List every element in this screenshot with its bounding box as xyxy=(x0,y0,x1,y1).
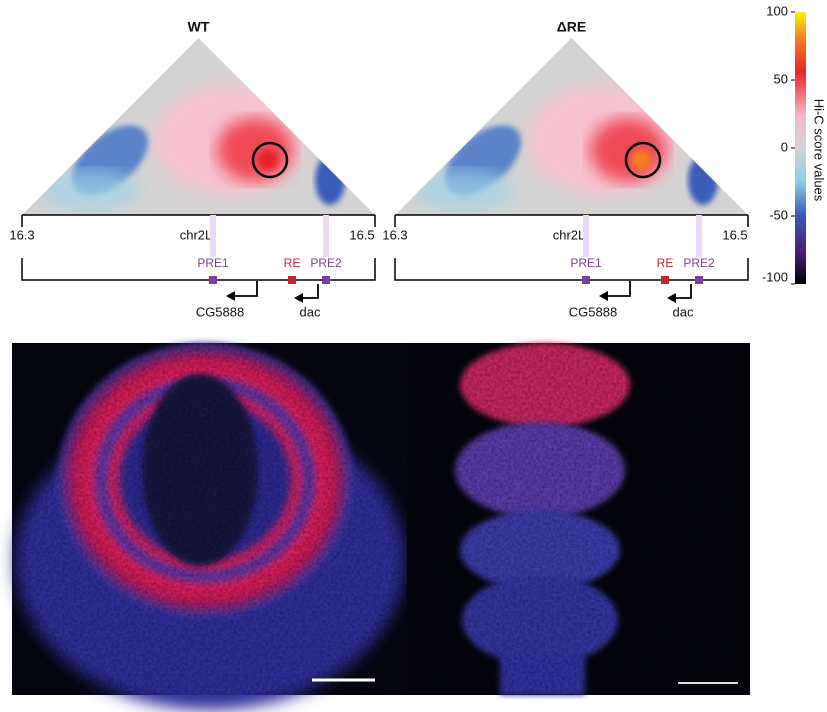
feature-label: PRE2 xyxy=(310,256,342,270)
feature-box xyxy=(322,276,330,284)
feature-label: PRE2 xyxy=(683,256,715,270)
axis-start: 16.3 xyxy=(382,227,407,242)
gene-arrow xyxy=(673,284,692,299)
colorbar-tick-label: 0 xyxy=(781,139,788,154)
axis-end-label: 16.5 xyxy=(349,227,374,242)
hic-panel: ΔRE 16.3 chr2L 16.5 PRE1 RE PRE2 CG5888 dac xyxy=(382,19,749,319)
colorbar-tick-label: 100 xyxy=(766,3,788,18)
microscopy-left xyxy=(12,342,407,710)
panel-title: WT xyxy=(188,19,210,35)
colorbar-label: Hi-C score values xyxy=(812,99,827,202)
heat-lblue-l xyxy=(40,170,140,210)
feature-label: RE xyxy=(657,256,674,270)
colorbar xyxy=(795,12,806,284)
colorbar-tick-label: 50 xyxy=(774,71,788,86)
pre-guide xyxy=(583,215,589,257)
feature-box xyxy=(661,276,669,284)
colorbar-tick-label: -50 xyxy=(769,207,788,222)
feature-box xyxy=(209,276,217,284)
feature-label: PRE1 xyxy=(197,256,229,270)
gene-arrow xyxy=(300,284,319,299)
gene-bracket xyxy=(21,258,376,281)
hic-panel: WT 16.3 chr2L 16.5 PRE1 RE PRE2 CG5888 dac xyxy=(9,19,376,319)
pre-guide xyxy=(323,215,329,257)
heat-hot xyxy=(631,150,651,170)
heat-hot xyxy=(258,150,278,170)
arrowhead xyxy=(667,293,676,303)
arrowhead xyxy=(226,291,235,301)
panel-title: ΔRE xyxy=(557,19,587,35)
gene-bracket xyxy=(394,258,749,281)
heat-blue-r xyxy=(315,155,345,205)
feature-box xyxy=(288,276,296,284)
feature-label: RE xyxy=(284,256,301,270)
axis-chrom: chr2L xyxy=(180,227,213,242)
colorbar-tick-label: -100 xyxy=(762,269,788,284)
gene-arrow xyxy=(605,281,631,297)
axis-start: 16.3 xyxy=(9,227,34,242)
feature-label: PRE1 xyxy=(570,256,602,270)
gene-label: CG5888 xyxy=(196,304,244,319)
axis-end-label: 16.5 xyxy=(722,227,747,242)
heat-lblue-l xyxy=(413,170,513,210)
pre-guide xyxy=(210,215,216,257)
gene-arrow xyxy=(232,281,258,297)
microscopy-right xyxy=(407,343,750,695)
heatmap xyxy=(395,38,748,215)
heat-blue-r xyxy=(688,155,718,205)
gene-label: dac xyxy=(673,304,694,319)
arrowhead xyxy=(599,291,608,301)
axis-chrom: chr2L xyxy=(553,227,586,242)
gene-label: CG5888 xyxy=(569,304,617,319)
pre-guide xyxy=(696,215,702,257)
highlight-circle xyxy=(251,141,289,179)
feature-box xyxy=(582,276,590,284)
gene-label: dac xyxy=(300,304,321,319)
arrowhead xyxy=(294,293,303,303)
feature-box xyxy=(695,276,703,284)
heatmap xyxy=(22,38,375,215)
highlight-circle xyxy=(624,141,662,179)
